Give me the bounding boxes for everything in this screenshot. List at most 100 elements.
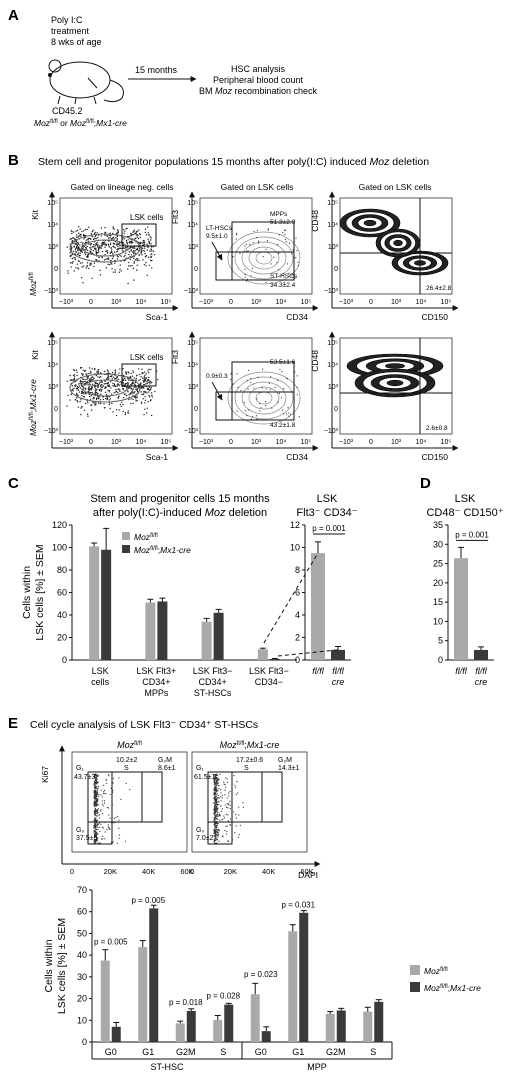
- event-dot: [88, 267, 90, 270]
- event-dot: [148, 368, 150, 371]
- bar: [149, 908, 159, 1042]
- density-contour: [234, 376, 294, 420]
- event-dot: [82, 378, 84, 380]
- event-dot: [83, 396, 85, 398]
- event-dot: [81, 245, 84, 247]
- event-dot: [214, 783, 216, 785]
- event-dot: [93, 826, 96, 828]
- event-dot: [87, 415, 89, 417]
- event-dot: [147, 370, 149, 372]
- event-dot: [216, 831, 218, 833]
- panel-d: D LSK CD48⁻ CD150⁺ 0 5 10 15 20 25 30 35 p = 0.0…: [420, 475, 504, 687]
- density-contour: [82, 379, 128, 397]
- event-dot: [220, 805, 222, 807]
- event-dot: [95, 789, 97, 791]
- event-dot: [101, 250, 104, 253]
- event-dot: [107, 263, 109, 265]
- event-dot: [297, 261, 299, 263]
- event-dot: [89, 370, 92, 373]
- density-contour: [386, 379, 404, 387]
- event-dot: [214, 798, 217, 800]
- event-dot: [119, 403, 122, 406]
- event-dot: [124, 379, 127, 381]
- event-dot: [105, 250, 107, 252]
- event-dot: [121, 401, 123, 403]
- y-tick-label: 10⁵: [187, 340, 198, 347]
- event-dot: [96, 790, 98, 792]
- event-dot: [109, 263, 111, 266]
- bar: [213, 612, 224, 660]
- event-dot: [106, 829, 108, 831]
- event-dot: [93, 819, 95, 821]
- event-dot: [92, 249, 95, 252]
- x-tick-label: 0: [70, 867, 74, 876]
- event-dot: [140, 391, 142, 393]
- y-tick-label: 10⁴: [187, 222, 198, 229]
- event-dot: [109, 407, 111, 410]
- y-tick-label: 10⁵: [187, 200, 198, 207]
- event-dot: [214, 836, 216, 838]
- y-axis-label: Cells withinLSK cells [%] ± SEM: [21, 544, 46, 640]
- event-dot: [103, 784, 105, 786]
- x-tick-label: 10⁴: [416, 299, 427, 306]
- legend-swatch: [122, 545, 130, 553]
- event-dot: [221, 794, 223, 796]
- event-dot: [108, 399, 110, 401]
- legend-label: Mozfl/fl: [424, 966, 448, 976]
- x-tick-label: 10³: [391, 299, 402, 306]
- event-dot: [82, 234, 85, 236]
- event-dot: [73, 377, 76, 380]
- event-dot: [116, 243, 118, 246]
- event-dot: [93, 812, 96, 814]
- event-dot: [120, 798, 122, 800]
- x-tick-label: 10⁴: [136, 299, 147, 306]
- event-dot: [110, 247, 113, 249]
- event-dot: [94, 811, 96, 813]
- event-dot: [215, 789, 217, 791]
- event-dot: [77, 389, 80, 391]
- event-dot: [105, 243, 107, 245]
- event-dot: [142, 391, 145, 393]
- event-dot: [124, 840, 127, 842]
- cell-cycle-plot-2: Mozfl/fl;Mx1-cre G₁ 61.5±1 17.2±0.6S G₂M14.3…: [191, 740, 308, 853]
- event-dot: [133, 386, 136, 388]
- event-dot: [100, 390, 102, 392]
- event-dot: [94, 231, 96, 234]
- event-dot: [108, 814, 110, 816]
- event-dot: [148, 396, 151, 398]
- event-dot: [75, 236, 78, 238]
- event-dot: [215, 842, 218, 844]
- event-dot: [101, 796, 103, 798]
- event-dot: [94, 785, 96, 787]
- event-dot: [112, 236, 115, 239]
- event-dot: [102, 398, 105, 401]
- event-dot: [143, 383, 145, 386]
- event-dot: [215, 782, 217, 784]
- event-dot: [122, 388, 125, 391]
- event-dot: [95, 810, 97, 812]
- event-dot: [98, 785, 100, 787]
- phase-label: G₂M: [278, 757, 292, 764]
- event-dot: [281, 397, 283, 399]
- event-dot: [234, 784, 236, 786]
- event-dot: [94, 809, 96, 812]
- event-dot: [115, 232, 118, 235]
- event-dot: [156, 378, 159, 381]
- event-dot: [94, 813, 96, 815]
- event-dot: [244, 268, 246, 271]
- event-dot: [214, 810, 216, 812]
- event-dot: [109, 828, 111, 830]
- event-dot: [96, 385, 98, 387]
- event-dot: [95, 786, 97, 788]
- event-dot: [97, 369, 100, 371]
- event-dot: [220, 789, 222, 791]
- event-dot: [138, 373, 140, 376]
- event-dot: [127, 387, 130, 389]
- event-dot: [74, 258, 77, 261]
- y-tick-label: 15: [433, 597, 443, 607]
- category-label: fl/fl: [332, 666, 345, 676]
- event-dot: [117, 231, 119, 234]
- event-dot: [285, 413, 288, 415]
- event-dot: [112, 245, 115, 248]
- event-dot: [125, 371, 127, 373]
